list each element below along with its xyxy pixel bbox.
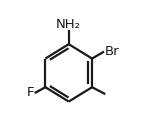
- Text: NH₂: NH₂: [56, 18, 81, 31]
- Text: F: F: [27, 86, 34, 99]
- Text: Br: Br: [105, 45, 119, 59]
